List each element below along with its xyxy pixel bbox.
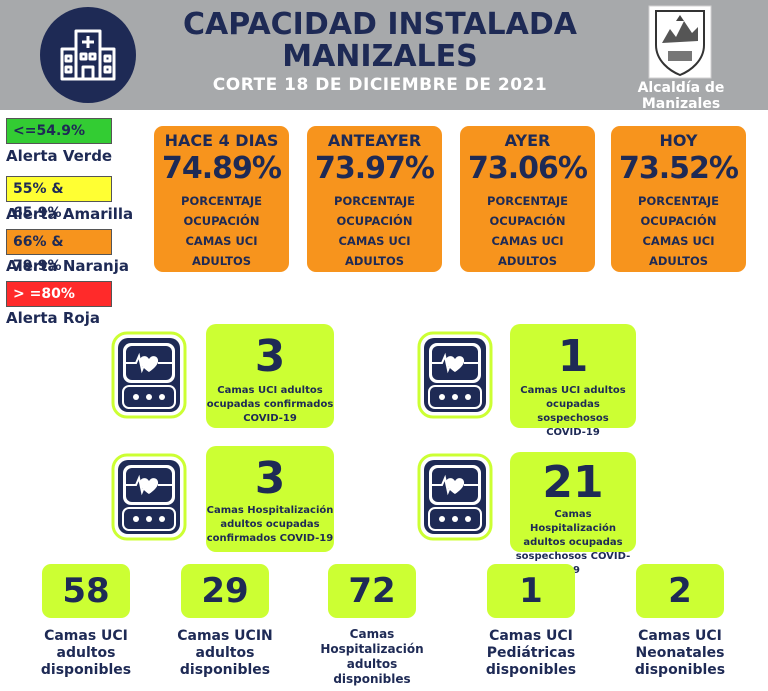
covid-card-uci-confirmed: 3 Camas UCI adultos ocupadas confirmados…: [206, 324, 334, 428]
occupancy-desc-line: OCUPACIÓN: [183, 214, 260, 228]
covid-desc-line: confirmados COVID-19: [206, 533, 334, 544]
covid-desc-line: Camas UCI adultos: [217, 385, 323, 396]
available-ucin-adults-count: 29: [181, 564, 269, 618]
occupancy-card-yesterday: AYER 73.06% PORCENTAJE OCUPACIÓN CAMAS U…: [460, 126, 595, 272]
occupancy-desc-line: PORCENTAJE: [487, 194, 568, 208]
occupancy-desc-line: OCUPACIÓN: [489, 214, 566, 228]
legend-swatch-orange: 66% & 79.9%: [6, 229, 112, 274]
heart-monitor-icon: [417, 453, 493, 541]
occupancy-period: HACE 4 DIAS: [164, 131, 279, 150]
occupancy-desc-line: CAMAS UCI: [338, 234, 411, 248]
occupancy-desc-line: OCUPACIÓN: [640, 214, 717, 228]
available-label-line: Hospitalización: [320, 642, 424, 656]
organization-name: Alcaldía de Manizales: [637, 80, 725, 112]
legend-swatch-yellow: 55% & 65.9%: [6, 176, 112, 221]
covid-desc-line: Camas UCI adultos: [520, 385, 626, 396]
heart-monitor-icon: [111, 453, 187, 541]
available-label-line: Camas UCI: [44, 628, 128, 644]
available-uci-adults-count: 58: [42, 564, 130, 618]
available-label-line: disponibles: [179, 662, 271, 678]
heart-monitor-icon: [111, 331, 187, 419]
occupancy-desc-line: PORCENTAJE: [334, 194, 415, 208]
covid-card-hosp-confirmed: 3 Camas Hospitalización adultos ocupadas…: [206, 446, 334, 552]
covid-desc-line: ocupadas sospechosos: [537, 399, 609, 424]
occupancy-desc-line: CAMAS UCI: [491, 234, 564, 248]
available-uci-adults-label: Camas UCI adultos disponibles: [26, 628, 146, 679]
occupancy-value: 73.52%: [619, 151, 739, 186]
occupancy-period: AYER: [504, 131, 551, 150]
available-label-line: disponibles: [485, 662, 577, 678]
available-label-line: disponibles: [40, 662, 132, 678]
available-uci-neonatal-label: Camas UCI Neonatales disponibles: [620, 628, 740, 679]
available-label-line: Neonatales: [635, 645, 725, 661]
available-label-line: adultos: [195, 645, 255, 661]
occupancy-value: 74.89%: [162, 151, 282, 186]
available-label-line: Camas UCI: [638, 628, 722, 644]
available-label-line: Camas UCI: [489, 628, 573, 644]
available-label-line: adultos: [346, 657, 398, 671]
occupancy-desc-line: OCUPACIÓN: [336, 214, 413, 228]
available-ucin-adults-label: Camas UCIN adultos disponibles: [165, 628, 285, 679]
available-uci-pediatric-count: 1: [487, 564, 575, 618]
available-label-line: adultos: [56, 645, 116, 661]
legend-label-red: Alerta Roja: [6, 309, 100, 327]
page-title-line1: CAPACIDAD INSTALADA: [182, 7, 577, 42]
covid-desc-line: Camas Hospitalización: [206, 505, 334, 516]
available-label-line: Pediátricas: [486, 645, 576, 661]
covid-desc-line: Camas Hospitalización: [529, 509, 617, 534]
available-label-line: disponibles: [333, 672, 411, 686]
occupancy-desc-line: ADULTOS: [191, 254, 252, 268]
covid-count: 1: [557, 331, 589, 382]
page-title-line2: MANIZALES: [282, 39, 478, 74]
occupancy-card-4-days-ago: HACE 4 DIAS 74.89% PORCENTAJE OCUPACIÓN …: [154, 126, 289, 272]
occupancy-desc-line: CAMAS UCI: [642, 234, 715, 248]
available-label-line: Camas UCIN: [177, 628, 273, 644]
available-uci-neonatal-count: 2: [636, 564, 724, 618]
available-label-line: Camas: [349, 627, 395, 641]
hospital-logo: [40, 7, 136, 103]
available-label-line: disponibles: [634, 662, 726, 678]
occupancy-desc-line: PORCENTAJE: [181, 194, 262, 208]
legend-label-yellow: Alerta Amarilla: [6, 205, 134, 223]
legend-label-green: Alerta Verde: [6, 147, 113, 165]
occupancy-value: 73.06%: [468, 151, 588, 186]
covid-card-uci-suspected: 1 Camas UCI adultos ocupadas sospechosos…: [510, 324, 636, 438]
covid-desc-line: ocupadas confirmados: [206, 399, 334, 410]
occupancy-desc-line: ADULTOS: [648, 254, 709, 268]
covid-desc-line: adultos ocupadas: [523, 537, 623, 548]
occupancy-card-today: HOY 73.52% PORCENTAJE OCUPACIÓN CAMAS UC…: [611, 126, 746, 272]
heart-monitor-icon: [417, 331, 493, 419]
occupancy-desc-line: ADULTOS: [344, 254, 405, 268]
occupancy-period: HOY: [659, 131, 698, 150]
available-hosp-adults-label: Camas Hospitalización adultos disponible…: [312, 627, 432, 687]
occupancy-period: ANTEAYER: [327, 131, 422, 150]
covid-desc-line: adultos ocupadas: [220, 519, 320, 530]
covid-card-hosp-suspected: 21 Camas Hospitalización adultos ocupada…: [510, 452, 636, 576]
coat-of-arms-icon: [648, 5, 712, 79]
covid-count: 21: [542, 457, 604, 508]
legend-swatch-green: <=54.9%: [6, 118, 112, 144]
covid-count: 3: [254, 331, 286, 382]
legend-swatch-red: > =80%: [6, 281, 112, 307]
legend-label-orange: Alerta Naranja: [6, 257, 129, 275]
hospital-icon: [60, 29, 116, 81]
covid-count: 3: [254, 453, 286, 504]
covid-desc-line: COVID-19: [243, 413, 297, 424]
occupancy-desc-line: PORCENTAJE: [638, 194, 719, 208]
covid-desc-line: COVID-19: [546, 427, 600, 438]
occupancy-card-day-before-yesterday: ANTEAYER 73.97% PORCENTAJE OCUPACIÓN CAM…: [307, 126, 442, 272]
cutoff-date: CORTE 18 DE DICIEMBRE DE 2021: [212, 75, 548, 95]
occupancy-desc-line: CAMAS UCI: [185, 234, 258, 248]
header-banner: CAPACIDAD INSTALADA MANIZALES CORTE 18 D…: [0, 0, 768, 112]
available-hosp-adults-count: 72: [328, 564, 416, 618]
available-uci-pediatric-label: Camas UCI Pediátricas disponibles: [471, 628, 591, 679]
occupancy-value: 73.97%: [315, 151, 435, 186]
occupancy-desc-line: ADULTOS: [497, 254, 558, 268]
